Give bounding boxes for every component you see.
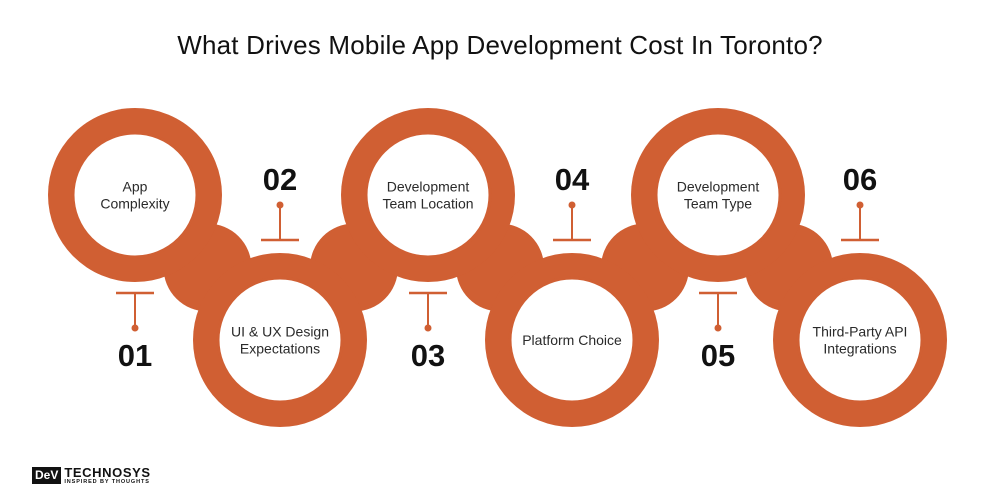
step-circle-3 [341, 108, 515, 282]
step-label-line: Team Type [684, 196, 752, 212]
step-circle-6 [773, 253, 947, 427]
step-label-1: App Complexity [100, 179, 169, 212]
marker-dot [714, 324, 722, 332]
step-label-2: UI & UX Design Expectations [231, 324, 329, 357]
step-inner-ring [216, 276, 344, 404]
step-circle-4 [485, 253, 659, 427]
step-number-3: 03 [411, 338, 445, 373]
logo-tagline: INSPIRED BY THOUGHTS [64, 479, 150, 485]
step-circle-1 [48, 108, 222, 282]
step-label-line: Third-Party API [813, 324, 908, 340]
step-label-line: Integrations [823, 341, 896, 357]
step-marker-6 [841, 201, 879, 242]
step-circle-5 [631, 108, 805, 282]
step-label-line: UI & UX Design [231, 324, 329, 340]
step-label-line: Platform Choice [522, 332, 622, 348]
step-label-3: Development Team Location [382, 179, 473, 212]
step-number-5: 05 [701, 338, 735, 373]
page-title: What Drives Mobile App Development Cost … [177, 30, 823, 60]
step-label-line: Development [387, 179, 470, 195]
step-label-5: Development Team Type [677, 179, 760, 212]
logo-mark: DeV [32, 467, 62, 485]
step-marker-3 [409, 291, 447, 332]
step-marker-4 [553, 201, 591, 242]
step-number-1: 01 [118, 338, 152, 373]
step-rings [48, 108, 947, 427]
step-inner-ring [508, 276, 636, 404]
step-label-4: Platform Choice [522, 332, 622, 348]
step-inner-ring [71, 131, 199, 259]
marker-dot [424, 324, 432, 332]
step-number-4: 04 [555, 162, 590, 197]
step-marker-5 [699, 291, 737, 332]
step-label-line: Complexity [100, 196, 169, 212]
step-label-line: Development [677, 179, 760, 195]
company-logo: DeV TECHNOSYS INSPIRED BY THOUGHTS [32, 466, 151, 486]
step-marker-1 [116, 291, 154, 332]
marker-dot [131, 324, 139, 332]
step-inner-ring [364, 131, 492, 259]
step-number-2: 02 [263, 162, 297, 197]
step-inner-ring [654, 131, 782, 259]
step-label-line: Team Location [382, 196, 473, 212]
step-numbers: 01 02 03 04 05 06 [118, 162, 877, 373]
step-markers [116, 201, 879, 332]
step-circle-2 [193, 253, 367, 427]
step-label-6: Third-Party API Integrations [813, 324, 908, 357]
step-marker-2 [261, 201, 299, 242]
step-inner-ring [796, 276, 924, 404]
step-label-line: App [123, 179, 148, 195]
step-number-6: 06 [843, 162, 877, 197]
step-labels: App Complexity UI & UX Design Expectations D… [100, 179, 907, 357]
logo-wordmark: TECHNOSYS [64, 465, 151, 480]
step-label-line: Expectations [240, 341, 320, 357]
